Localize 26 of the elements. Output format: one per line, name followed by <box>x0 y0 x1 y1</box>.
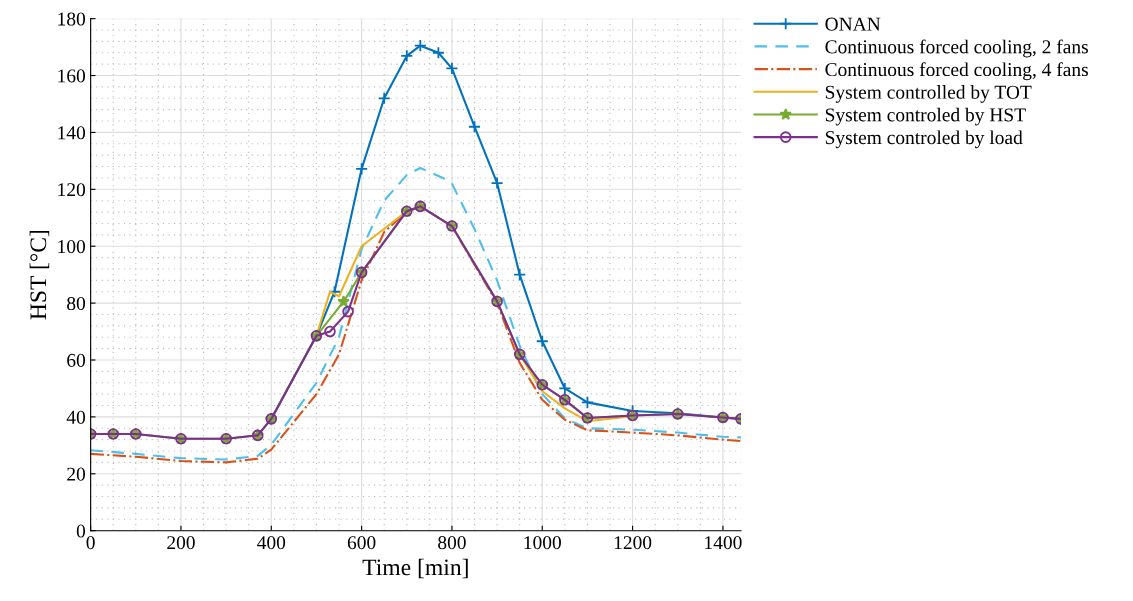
y-tick-label: 80 <box>67 296 86 311</box>
y-tick-label: 60 <box>67 353 86 367</box>
x-tick-label: 1000 <box>524 536 561 550</box>
y-tick-label: 120 <box>58 183 86 197</box>
x-tick-label: 1400 <box>705 536 742 550</box>
x-tick-label: 1200 <box>614 536 652 550</box>
legend-label: System controled by HST <box>825 107 1026 126</box>
x-tick-label: 200 <box>167 536 195 550</box>
y-tick-label: 140 <box>58 126 86 140</box>
x-axis-title: Time [min] <box>362 558 468 579</box>
legend-label: Continuous forced cooling, 4 fans <box>825 62 1088 81</box>
y-axis-title: HST [°C] <box>29 230 50 320</box>
x-tick-label: 400 <box>257 536 286 550</box>
x-tick-label: 800 <box>438 536 466 550</box>
y-tick-label: 0 <box>76 524 86 538</box>
y-tick-label: 180 <box>58 12 86 26</box>
x-tick-label: 600 <box>347 536 376 550</box>
y-tick-label: 100 <box>58 240 86 254</box>
legend-label: System controlled by TOT <box>825 85 1032 103</box>
legend-label: ONAN <box>825 17 881 31</box>
x-tick-label: 0 <box>86 536 95 550</box>
y-tick-label: 40 <box>66 410 86 424</box>
legend-label: Continuous forced cooling, 2 fans <box>825 39 1088 58</box>
legend-label: System controled by load <box>825 130 1023 149</box>
y-tick-label: 20 <box>67 467 86 481</box>
y-tick-label: 160 <box>58 69 86 83</box>
